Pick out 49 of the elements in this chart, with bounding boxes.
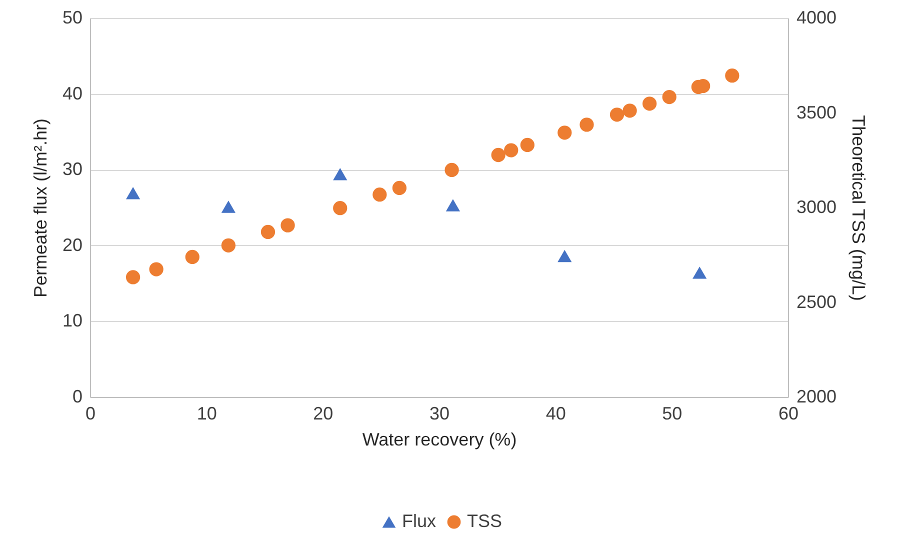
x-tick-label: 50 (662, 404, 682, 424)
y2-axis-title: Theoretical TSS (mg/L) (848, 115, 869, 301)
point (185, 250, 200, 264)
point (333, 168, 348, 180)
point (558, 126, 572, 140)
y-tick-label: 30 (62, 159, 82, 180)
point (692, 266, 707, 279)
y2-tick-label: 3000 (796, 197, 837, 217)
x-tick-label: 20 (313, 404, 334, 424)
y2-tick-label: 4000 (796, 8, 837, 28)
point (221, 238, 236, 252)
y-tick-label: 10 (62, 310, 82, 331)
y2-tick-label: 2000 (796, 386, 837, 406)
point (392, 180, 407, 196)
point (491, 148, 506, 162)
x-tick-label: 0 (85, 404, 96, 424)
y2-tick-label: 3500 (796, 102, 837, 122)
point (662, 90, 676, 104)
legend-label: Flux (402, 511, 436, 531)
point (610, 108, 624, 122)
y2-tick-label: 2500 (796, 292, 837, 312)
x-tick-label: 60 (778, 404, 799, 424)
point (558, 250, 572, 262)
x-tick-label: 30 (429, 404, 450, 424)
legend-label: TSS (467, 511, 502, 531)
point (372, 188, 387, 202)
y-axis-title: Permeate flux (l/m².hr) (30, 118, 50, 298)
point (221, 200, 236, 213)
point (622, 104, 637, 118)
x-tick-label: 40 (546, 404, 566, 424)
point (725, 68, 740, 83)
y-tick-label: 40 (62, 83, 82, 104)
point (580, 118, 594, 132)
point (504, 143, 518, 158)
point (642, 96, 657, 111)
y-tick-label: 0 (72, 386, 82, 406)
point (444, 162, 459, 178)
point (280, 218, 295, 232)
point (520, 138, 534, 152)
point (149, 262, 164, 276)
y-tick-label: 50 (62, 8, 82, 28)
point (126, 270, 140, 284)
x-tick-label: 10 (196, 404, 217, 424)
point (446, 199, 460, 212)
y-tick-label: 20 (62, 234, 82, 255)
x-axis-title: Water recovery (%) (362, 430, 517, 450)
point (260, 224, 276, 240)
point (333, 201, 348, 216)
point (126, 186, 140, 200)
